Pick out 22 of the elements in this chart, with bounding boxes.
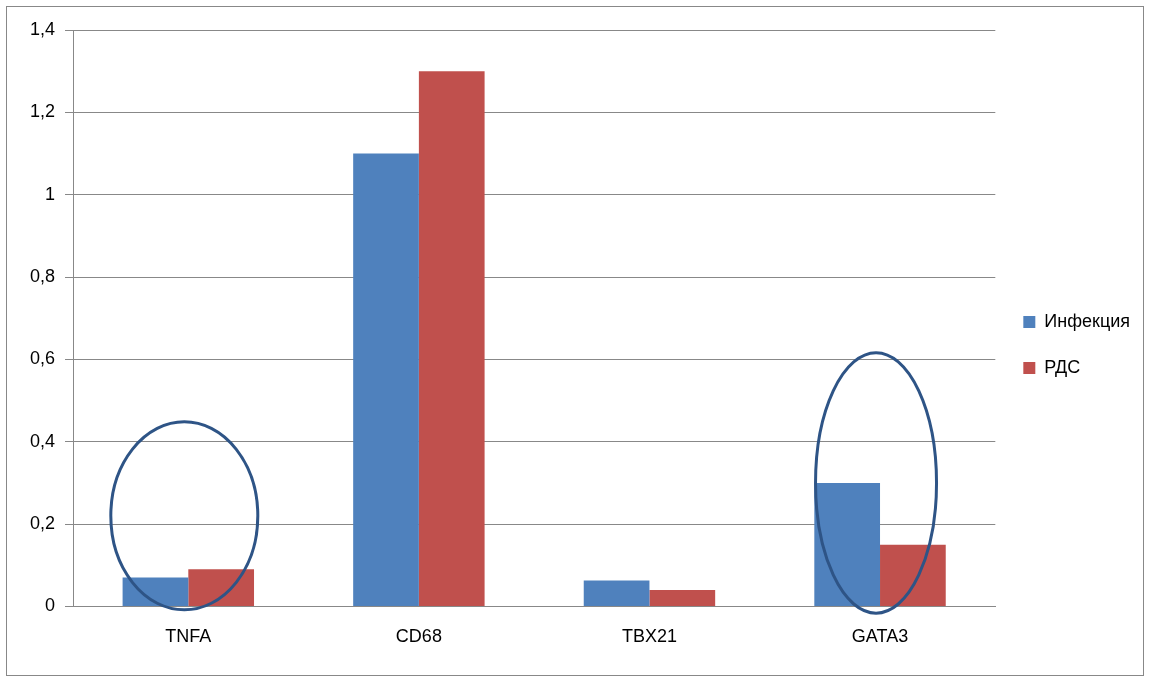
bar	[814, 482, 881, 606]
bar	[353, 153, 419, 606]
y-tick-label: 1,4	[29, 18, 56, 39]
x-tick-label: CD68	[395, 626, 442, 647]
bar	[122, 577, 189, 606]
legend-label: Инфекция	[1044, 310, 1130, 331]
y-tick-label: 0,8	[29, 266, 56, 286]
bar	[880, 544, 946, 606]
bar	[188, 569, 255, 606]
bar	[649, 589, 716, 606]
x-tick-label: GATA3	[851, 626, 909, 647]
y-tick-label: 1	[45, 183, 56, 204]
bar	[418, 71, 485, 606]
y-tick-label: 0,2	[29, 513, 56, 534]
y-tick-label: 0,6	[29, 348, 56, 369]
legend-label: РДС	[1044, 356, 1081, 377]
bar	[583, 580, 650, 606]
y-tick-label: 1,2	[29, 101, 56, 122]
x-tick-label: TBX21	[621, 626, 677, 647]
y-tick-label: 0,4	[29, 430, 56, 451]
y-tick-label: 0	[45, 595, 56, 616]
x-tick-label: TNFA	[165, 626, 212, 647]
